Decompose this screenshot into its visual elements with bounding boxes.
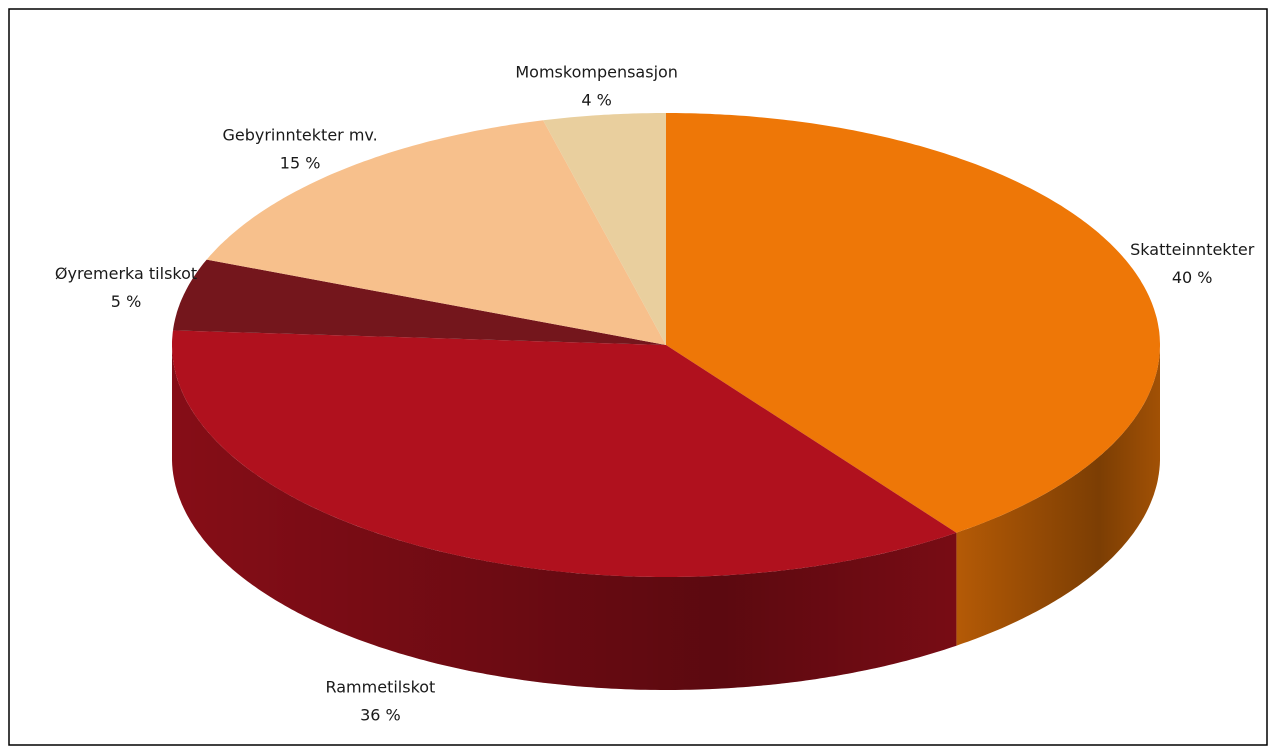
slice-label: Rammetilskot bbox=[325, 677, 435, 696]
slice-label: Momskompensasjon bbox=[515, 63, 678, 82]
slice-value-label: 5 % bbox=[111, 292, 141, 311]
pie-side-shade bbox=[172, 345, 957, 690]
slice-value-label: 4 % bbox=[581, 91, 611, 110]
slice-value-label: 36 % bbox=[360, 705, 401, 724]
slice-label: Øyremerka tilskot bbox=[55, 264, 197, 283]
pie-side-shade bbox=[956, 345, 1160, 646]
slice-label: Skatteinntekter bbox=[1130, 240, 1255, 259]
pie-slice bbox=[543, 113, 666, 345]
pie-slice bbox=[666, 113, 1160, 533]
pie-slice bbox=[206, 120, 666, 345]
slice-label: Gebyrinntekter mv. bbox=[222, 126, 377, 145]
pie-slice bbox=[173, 259, 666, 345]
slice-value-label: 40 % bbox=[1172, 268, 1213, 287]
pie-slice bbox=[172, 330, 957, 577]
slice-value-label: 15 % bbox=[280, 154, 321, 173]
